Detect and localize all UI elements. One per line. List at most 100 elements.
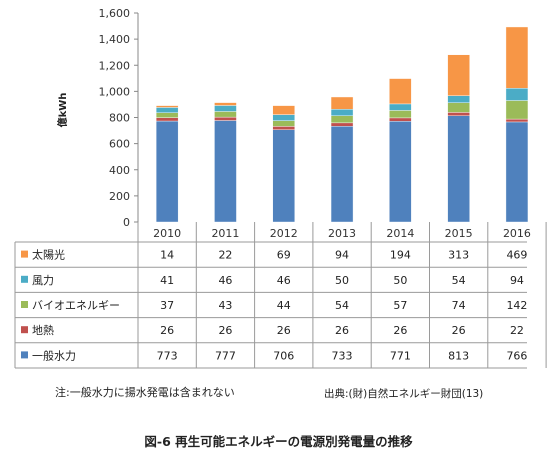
stacked-bar-chart: 0 200 400 600 800 1,000 1,200 1,400 1,600 億kWh 2… bbox=[14, 7, 547, 369]
bar-segment bbox=[155, 112, 179, 118]
bar-segment bbox=[389, 121, 412, 223]
table-cell: 469 bbox=[506, 249, 527, 262]
x-tick-label: 2016 bbox=[503, 227, 531, 240]
table-cell: 57 bbox=[393, 299, 407, 312]
legend-swatch bbox=[21, 275, 28, 283]
table-cell: 26 bbox=[393, 324, 407, 337]
table-cell: 46 bbox=[218, 274, 232, 287]
bar-segment bbox=[272, 129, 295, 223]
series-label: 一般水力 bbox=[32, 349, 76, 362]
bar-segment bbox=[214, 111, 237, 118]
y-tick-label: 200 bbox=[109, 190, 130, 203]
table-cell: 54 bbox=[335, 299, 349, 312]
series-label: 地熱 bbox=[32, 324, 54, 337]
legend-swatch bbox=[21, 351, 28, 359]
bar-segment bbox=[214, 102, 237, 106]
bar-segment bbox=[155, 117, 179, 122]
table-cell: 54 bbox=[452, 274, 466, 287]
y-tick-label: 600 bbox=[109, 138, 130, 151]
series-label: 太陽光 bbox=[32, 248, 65, 262]
table-cell: 766 bbox=[506, 349, 527, 362]
table-cell: 50 bbox=[335, 274, 349, 287]
y-tick-label: 1,200 bbox=[99, 59, 131, 72]
bar-segment bbox=[330, 126, 354, 223]
bar-segment bbox=[447, 115, 470, 223]
source-note: 出典:(財)自然エネルギー財団(13) bbox=[324, 388, 484, 400]
bar-segment bbox=[155, 107, 179, 113]
y-tick-label: 800 bbox=[109, 112, 130, 125]
table-cell: 706 bbox=[273, 349, 294, 362]
x-tick-label: 2015 bbox=[445, 227, 473, 240]
table-cell: 194 bbox=[390, 249, 411, 262]
bar-segment bbox=[389, 103, 412, 111]
bar-segment bbox=[330, 109, 354, 117]
table-cell: 69 bbox=[277, 249, 291, 262]
table-cell: 50 bbox=[393, 274, 407, 287]
bar-segment bbox=[272, 126, 295, 130]
bars bbox=[155, 26, 529, 223]
legend-swatch bbox=[21, 301, 28, 308]
bar-segment bbox=[447, 102, 470, 113]
bar-segment bbox=[214, 120, 237, 223]
data-table: 2010 2011 2012 2013 2014 2015 2016 太陽光 14 22 69 94 1… bbox=[14, 222, 547, 369]
table-cell: 813 bbox=[448, 349, 469, 362]
bar-segment bbox=[447, 54, 470, 96]
table-cell: 26 bbox=[335, 324, 349, 337]
bar-segment bbox=[505, 121, 529, 223]
table-cell: 74 bbox=[452, 299, 466, 312]
x-tick-label: 2013 bbox=[328, 227, 356, 240]
table-cell: 22 bbox=[218, 249, 232, 262]
table-cell: 26 bbox=[160, 324, 174, 337]
bar-segment bbox=[447, 95, 470, 103]
x-tick-label: 2012 bbox=[270, 227, 298, 240]
table-cell: 46 bbox=[277, 274, 291, 287]
x-tick-label: 2011 bbox=[211, 227, 239, 240]
bar-segment bbox=[389, 117, 412, 122]
bar-segment bbox=[272, 105, 295, 115]
bar-segment bbox=[330, 115, 354, 124]
bar-segment bbox=[330, 96, 354, 110]
bar-segment bbox=[155, 105, 179, 108]
y-tick-label: 1,000 bbox=[99, 85, 131, 98]
bar-segment bbox=[272, 114, 295, 121]
table-cell: 43 bbox=[218, 299, 232, 312]
table-cell: 26 bbox=[277, 324, 291, 337]
x-tick-label: 2014 bbox=[386, 227, 414, 240]
bar-segment bbox=[505, 118, 529, 123]
y-tick-label: 1,600 bbox=[99, 7, 131, 20]
table-cell: 94 bbox=[510, 274, 524, 287]
legend-swatch bbox=[21, 326, 28, 334]
figure-caption: 図-6 再生可能エネルギーの電源別発電量の推移 bbox=[144, 434, 413, 449]
table-cell: 44 bbox=[277, 299, 291, 312]
bar-segment bbox=[505, 26, 529, 89]
y-axis-label: 億kWh bbox=[56, 93, 69, 128]
bar-segment bbox=[447, 112, 470, 117]
legend-swatch bbox=[21, 250, 28, 258]
y-tick-label: 1,400 bbox=[99, 33, 131, 46]
y-axis: 0 200 400 600 800 1,000 1,200 1,400 1,600 bbox=[99, 7, 139, 229]
table-cell: 37 bbox=[160, 299, 174, 312]
bar-segment bbox=[330, 122, 354, 127]
table-cell: 142 bbox=[506, 299, 527, 312]
x-tick-label: 2010 bbox=[153, 227, 181, 240]
bar-segment bbox=[214, 116, 237, 121]
bar-segment bbox=[155, 120, 179, 223]
series-label: 風力 bbox=[32, 274, 54, 287]
series-label: バイオエネルギー bbox=[32, 299, 120, 312]
footnote: 注:一般水力に揚水発電は含まれない bbox=[55, 386, 235, 399]
table-cell: 777 bbox=[215, 349, 236, 362]
table-cell: 26 bbox=[452, 324, 466, 337]
bar-segment bbox=[214, 105, 237, 112]
table-cell: 94 bbox=[335, 249, 349, 262]
bar-segment bbox=[389, 78, 412, 105]
table-cell: 26 bbox=[218, 324, 232, 337]
table-cell: 733 bbox=[332, 349, 353, 362]
table-cell: 771 bbox=[390, 349, 411, 362]
table-cell: 41 bbox=[160, 274, 174, 287]
table-cell: 22 bbox=[510, 324, 524, 337]
table-cell: 14 bbox=[160, 249, 174, 262]
y-tick-label: 0 bbox=[123, 216, 130, 229]
bar-segment bbox=[505, 88, 529, 101]
bar-segment bbox=[389, 110, 412, 119]
bar-segment bbox=[505, 100, 529, 120]
